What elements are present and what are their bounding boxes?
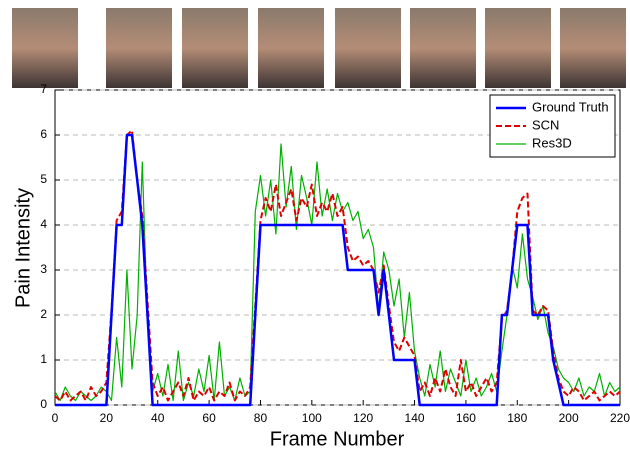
x-tick-label: 100 [302, 411, 322, 425]
legend-label: SCN [532, 117, 559, 132]
y-tick-label: 0 [40, 397, 47, 411]
thumbnails [12, 8, 626, 88]
x-tick-label: 60 [202, 411, 216, 425]
y-tick-label: 1 [40, 352, 47, 366]
x-tick-label: 220 [610, 411, 630, 425]
x-axis-label: Frame Number [270, 428, 405, 450]
y-tick-label: 7 [40, 82, 47, 96]
y-tick-label: 5 [40, 172, 47, 186]
series-line [54, 129, 621, 402]
y-tick-label: 4 [40, 217, 47, 231]
series-line [55, 133, 620, 407]
series-line [54, 143, 621, 402]
x-tick-label: 0 [52, 411, 59, 425]
x-tick-label: 140 [405, 411, 425, 425]
y-tick-label: 6 [40, 127, 47, 141]
x-tick-label: 180 [507, 411, 527, 425]
x-tick-label: 200 [559, 411, 579, 425]
x-tick-label: 160 [456, 411, 476, 425]
x-tick-label: 120 [353, 411, 373, 425]
x-tick-label: 80 [254, 411, 268, 425]
legend-label: Ground Truth [532, 99, 609, 114]
y-tick-label: 2 [40, 307, 47, 321]
x-tick-label: 40 [151, 411, 165, 425]
y-axis-label: Pain Intensity [12, 188, 34, 308]
y-tick-label: 3 [40, 262, 47, 276]
legend-label: Res3D [532, 135, 572, 150]
x-tick-label: 20 [100, 411, 114, 425]
